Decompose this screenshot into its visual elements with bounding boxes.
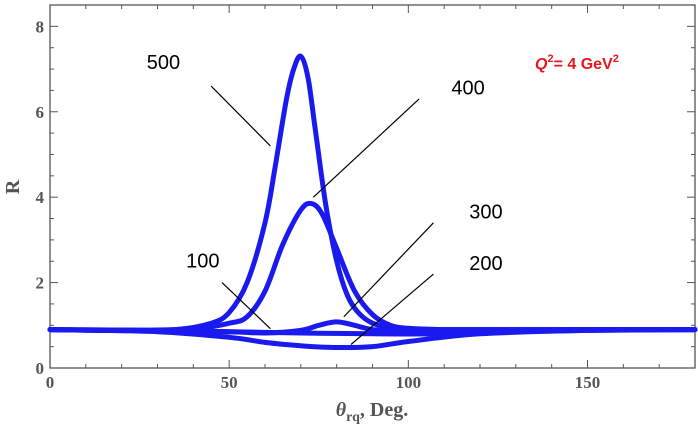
annot-eq: = 4 GeV <box>554 56 613 73</box>
axis-ticks <box>49 5 696 369</box>
y-tick-label: 0 <box>36 359 45 378</box>
x-tick-label: 0 <box>46 373 55 392</box>
y-tick-label: 8 <box>36 17 45 36</box>
series-line-100 <box>47 327 698 337</box>
curve-label-400: 400 <box>451 78 484 100</box>
y-tick-label: 4 <box>36 188 45 207</box>
callout-line-500 <box>210 85 271 147</box>
callout-line-300 <box>343 222 434 318</box>
y-tick-label: 2 <box>36 274 45 293</box>
x-tick-label: 50 <box>221 373 238 392</box>
tick-labels: 0 50 100 150 0 2 4 6 8 <box>36 17 601 392</box>
x-tick-label: 100 <box>396 373 422 392</box>
y-axis-label: R <box>2 179 24 194</box>
annot-sup1: 2 <box>547 53 553 65</box>
x-axis-subscript: rq <box>346 410 360 425</box>
data-curves <box>47 53 698 351</box>
callout-line-100 <box>221 282 271 330</box>
curve-label-200: 200 <box>469 253 502 275</box>
curve-label-500: 500 <box>147 52 180 74</box>
series-line-400 <box>47 200 698 333</box>
x-axis-unit: , Deg. <box>360 399 408 421</box>
q-squared-annotation: Q2= 4 GeV2 <box>535 53 619 73</box>
curve-label-100: 100 <box>186 251 219 273</box>
series-line-500 <box>47 53 698 333</box>
y-tick-label: 6 <box>36 103 45 122</box>
x-axis-symbol: θ <box>336 399 347 421</box>
callout-line-400 <box>312 98 420 198</box>
curve-label-300: 300 <box>469 202 502 224</box>
x-tick-label: 150 <box>575 373 601 392</box>
x-axis-label: θrq, Deg. <box>336 399 408 425</box>
annot-q: Q <box>535 56 548 73</box>
callout-line-200 <box>350 273 434 345</box>
annot-sup2: 2 <box>613 53 619 65</box>
curve-callouts: 500 400 300 200 100 <box>147 52 503 345</box>
